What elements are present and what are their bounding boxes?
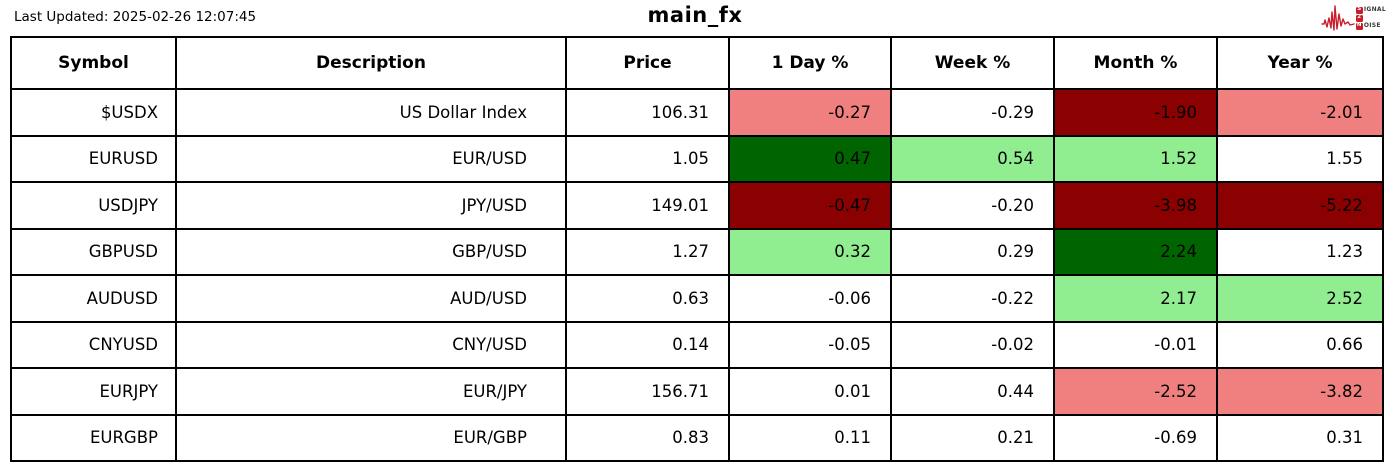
logo-line-2: 2 <box>1355 14 1386 22</box>
change-cell-1day: -0.05 <box>728 320 892 369</box>
symbol-cell: EURUSD <box>10 134 177 183</box>
price-cell: 0.83 <box>565 413 730 462</box>
table-row: USDJPY JPY/USD 149.01 -0.47 -0.20 -3.98 -5.22 <box>10 181 1384 230</box>
table-row: EURGBP EUR/GBP 0.83 0.11 0.21 -0.69 0.31 <box>10 413 1384 462</box>
price-cell: 106.31 <box>565 88 730 137</box>
description-cell: EUR/USD <box>175 134 567 183</box>
change-cell-month: -3.98 <box>1053 181 1218 230</box>
change-cell-year: 1.55 <box>1216 134 1384 183</box>
symbol-cell: AUDUSD <box>10 274 177 323</box>
logo-line-noise: N OISE <box>1355 22 1386 30</box>
change-cell-1day: 0.11 <box>728 413 892 462</box>
table-row: CNYUSD CNY/USD 0.14 -0.05 -0.02 -0.01 0.66 <box>10 320 1384 369</box>
change-cell-year: 0.66 <box>1216 320 1384 369</box>
col-header-month: Month % <box>1053 36 1218 90</box>
col-header-year: Year % <box>1216 36 1384 90</box>
price-cell: 156.71 <box>565 367 730 416</box>
description-cell: JPY/USD <box>175 181 567 230</box>
symbol-cell: GBPUSD <box>10 227 177 276</box>
change-cell-year: -2.01 <box>1216 88 1384 137</box>
logo-letter-s: S <box>1355 6 1363 14</box>
logo-text-ignal: IGNAL <box>1363 6 1386 13</box>
change-cell-month: 2.24 <box>1053 227 1218 276</box>
description-cell: EUR/JPY <box>175 367 567 416</box>
fx-table-body: $USDX US Dollar Index 106.31 -0.27 -0.29 -1.9… <box>10 88 1384 462</box>
change-cell-1day: 0.47 <box>728 134 892 183</box>
change-cell-year: 2.52 <box>1216 274 1384 323</box>
table-row: GBPUSD GBP/USD 1.27 0.32 0.29 2.24 1.23 <box>10 227 1384 276</box>
signal2noise-logo: S IGNAL 2 N OISE <box>1321 2 1386 34</box>
change-cell-month: -1.90 <box>1053 88 1218 137</box>
col-header-price: Price <box>565 36 730 90</box>
change-cell-week: -0.02 <box>890 320 1055 369</box>
change-cell-week: -0.29 <box>890 88 1055 137</box>
change-cell-month: -0.69 <box>1053 413 1218 462</box>
logo-digit-2: 2 <box>1355 14 1363 22</box>
description-cell: CNY/USD <box>175 320 567 369</box>
symbol-cell: USDJPY <box>10 181 177 230</box>
table-row: AUDUSD AUD/USD 0.63 -0.06 -0.22 2.17 2.52 <box>10 274 1384 323</box>
change-cell-week: 0.21 <box>890 413 1055 462</box>
symbol-cell: $USDX <box>10 88 177 137</box>
header-row: Symbol Description Price 1 Day % Week % … <box>10 36 1384 90</box>
change-cell-1day: 0.32 <box>728 227 892 276</box>
description-cell: US Dollar Index <box>175 88 567 137</box>
change-cell-1day: -0.47 <box>728 181 892 230</box>
symbol-cell: EURGBP <box>10 413 177 462</box>
change-cell-week: -0.22 <box>890 274 1055 323</box>
change-cell-1day: 0.01 <box>728 367 892 416</box>
change-cell-year: -3.82 <box>1216 367 1384 416</box>
fx-table: Symbol Description Price 1 Day % Week % … <box>10 36 1384 462</box>
page-title: main_fx <box>647 3 743 27</box>
change-cell-week: 0.44 <box>890 367 1055 416</box>
change-cell-month: -2.52 <box>1053 367 1218 416</box>
description-cell: AUD/USD <box>175 274 567 323</box>
change-cell-week: 0.54 <box>890 134 1055 183</box>
price-cell: 1.05 <box>565 134 730 183</box>
change-cell-year: -5.22 <box>1216 181 1384 230</box>
table-row: EURJPY EUR/JPY 156.71 0.01 0.44 -2.52 -3.82 <box>10 367 1384 416</box>
logo-line-signal: S IGNAL <box>1355 6 1386 14</box>
col-header-symbol: Symbol <box>10 36 177 90</box>
change-cell-month: 2.17 <box>1053 274 1218 323</box>
last-updated-timestamp: Last Updated: 2025-02-26 12:07:45 <box>14 9 257 25</box>
col-header-1day: 1 Day % <box>728 36 892 90</box>
logo-text: S IGNAL 2 N OISE <box>1355 6 1386 30</box>
change-cell-week: 0.29 <box>890 227 1055 276</box>
logo-text-oise: OISE <box>1363 22 1381 29</box>
change-cell-month: 1.52 <box>1053 134 1218 183</box>
waveform-icon <box>1321 5 1355 31</box>
table-row: EURUSD EUR/USD 1.05 0.47 0.54 1.52 1.55 <box>10 134 1384 183</box>
price-cell: 0.63 <box>565 274 730 323</box>
col-header-week: Week % <box>890 36 1055 90</box>
change-cell-year: 1.23 <box>1216 227 1384 276</box>
change-cell-1day: -0.27 <box>728 88 892 137</box>
symbol-cell: CNYUSD <box>10 320 177 369</box>
price-cell: 149.01 <box>565 181 730 230</box>
change-cell-month: -0.01 <box>1053 320 1218 369</box>
price-cell: 0.14 <box>565 320 730 369</box>
col-header-description: Description <box>175 36 567 90</box>
description-cell: EUR/GBP <box>175 413 567 462</box>
table-row: $USDX US Dollar Index 106.31 -0.27 -0.29 -1.9… <box>10 88 1384 137</box>
logo-letter-n: N <box>1355 22 1363 30</box>
change-cell-week: -0.20 <box>890 181 1055 230</box>
description-cell: GBP/USD <box>175 227 567 276</box>
price-cell: 1.27 <box>565 227 730 276</box>
symbol-cell: EURJPY <box>10 367 177 416</box>
change-cell-1day: -0.06 <box>728 274 892 323</box>
change-cell-year: 0.31 <box>1216 413 1384 462</box>
